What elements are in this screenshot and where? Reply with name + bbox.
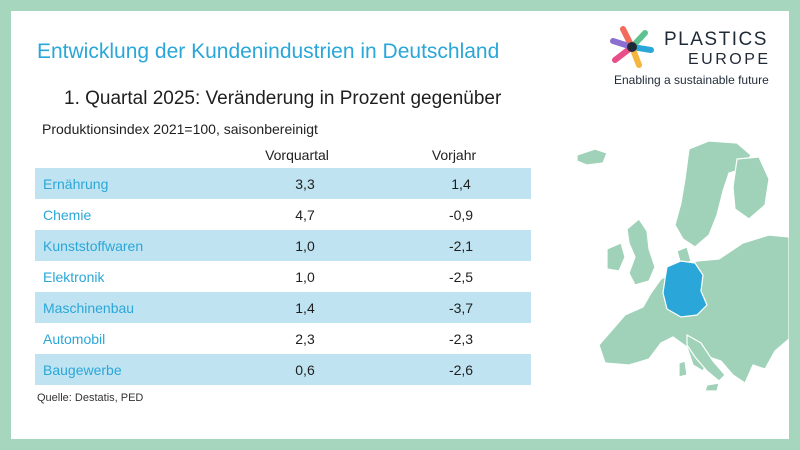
value-vorjahr: -2,3 bbox=[448, 330, 474, 347]
table-row: Ernährung 3,3 1,4 bbox=[35, 168, 531, 199]
value-vorquartal: 2,3 bbox=[295, 330, 315, 347]
germany-highlight bbox=[662, 260, 708, 318]
table-row: Maschinenbau 1,4 -3,7 bbox=[35, 292, 531, 323]
value-vorquartal: 0,6 bbox=[295, 361, 315, 378]
value-vorjahr: -2,1 bbox=[448, 237, 474, 254]
table-row: Elektronik 1,0 -2,5 bbox=[35, 261, 531, 292]
source-note: Quelle: Destatis, PED bbox=[37, 392, 144, 404]
industry-name: Baugewerbe bbox=[43, 361, 122, 378]
table-row: Automobil 2,3 -2,3 bbox=[35, 323, 531, 354]
industry-name: Ernährung bbox=[43, 175, 109, 192]
index-note: Produktionsindex 2021=100, saisonbereini… bbox=[42, 121, 318, 137]
column-header-vorjahr: Vorjahr bbox=[431, 147, 477, 163]
logo-tagline: Enabling a sustainable future bbox=[614, 73, 769, 87]
value-vorjahr: -0,9 bbox=[448, 206, 474, 223]
value-vorquartal: 1,4 bbox=[295, 299, 315, 316]
slide-title: Entwicklung der Kundenindustrien in Deut… bbox=[37, 40, 500, 63]
industry-name: Kunststoffwaren bbox=[43, 237, 144, 254]
table-row: Baugewerbe 0,6 -2,6 bbox=[35, 354, 531, 385]
value-vorquartal: 1,0 bbox=[295, 237, 315, 254]
table-row: Kunststoffwaren 1,0 -2,1 bbox=[35, 230, 531, 261]
slide: Entwicklung der Kundenindustrien in Deut… bbox=[11, 11, 789, 439]
logo-wordmark-line2: EUROPE bbox=[688, 51, 771, 68]
logo-wordmark-line1: PLASTICS bbox=[664, 29, 768, 50]
value-vorquartal: 3,3 bbox=[295, 175, 315, 192]
industry-name: Automobil bbox=[43, 330, 106, 347]
value-vorquartal: 4,7 bbox=[295, 206, 315, 223]
industry-name: Maschinenbau bbox=[43, 299, 135, 316]
europe-map bbox=[576, 140, 789, 392]
data-table: Ernährung 3,3 1,4 Chemie 4,7 -0,9 Kunsts… bbox=[35, 168, 531, 385]
slide-subtitle: 1. Quartal 2025: Veränderung in Prozent … bbox=[64, 88, 502, 109]
industry-name: Elektronik bbox=[43, 268, 105, 285]
value-vorjahr: -2,6 bbox=[448, 361, 474, 378]
table-row: Chemie 4,7 -0,9 bbox=[35, 199, 531, 230]
value-vorjahr: 1,4 bbox=[451, 175, 471, 192]
column-header-vorquartal: Vorquartal bbox=[265, 147, 329, 163]
value-vorquartal: 1,0 bbox=[295, 268, 315, 285]
plastics-europe-logo-icon bbox=[610, 26, 654, 68]
industry-name: Chemie bbox=[43, 206, 92, 223]
value-vorjahr: -2,5 bbox=[448, 268, 474, 285]
value-vorjahr: -3,7 bbox=[448, 299, 474, 316]
